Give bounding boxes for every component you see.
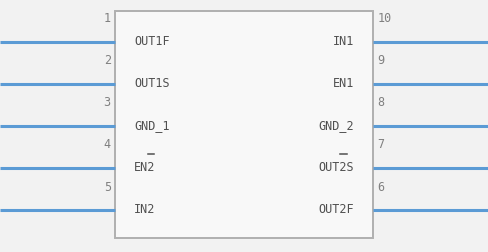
Text: 9: 9: [377, 54, 385, 67]
Text: 10: 10: [377, 12, 391, 25]
Text: IN2: IN2: [134, 203, 156, 216]
Text: 8: 8: [377, 96, 385, 109]
FancyBboxPatch shape: [115, 11, 373, 238]
Text: GND_1: GND_1: [134, 119, 170, 132]
Text: EN2: EN2: [134, 161, 156, 174]
Text: 6: 6: [377, 180, 385, 194]
Text: 3: 3: [103, 96, 111, 109]
Text: OUT2S: OUT2S: [318, 161, 354, 174]
Text: GND_2: GND_2: [318, 119, 354, 132]
Text: OUT1F: OUT1F: [134, 35, 170, 48]
Text: 2: 2: [103, 54, 111, 67]
Text: 5: 5: [103, 180, 111, 194]
Text: OUT1S: OUT1S: [134, 77, 170, 90]
Text: OUT2F: OUT2F: [318, 203, 354, 216]
Text: 4: 4: [103, 138, 111, 151]
Text: EN1: EN1: [332, 77, 354, 90]
Text: 1: 1: [103, 12, 111, 25]
Text: 7: 7: [377, 138, 385, 151]
Text: IN1: IN1: [332, 35, 354, 48]
